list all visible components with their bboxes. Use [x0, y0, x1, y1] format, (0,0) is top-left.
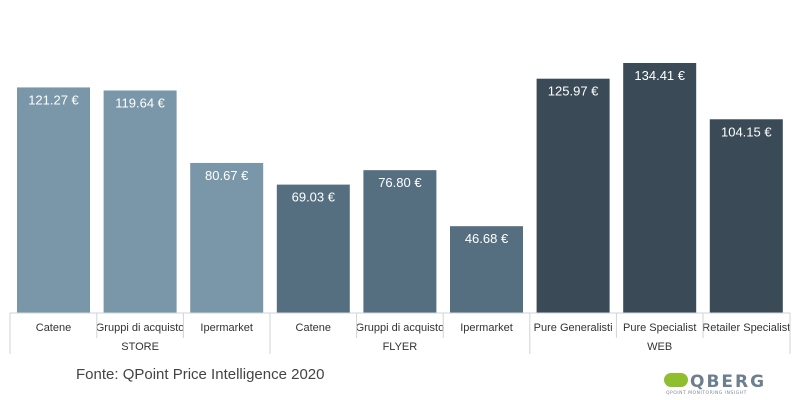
data-label: 125.97 €: [548, 84, 599, 99]
category-label: Catene: [36, 322, 71, 334]
logo-tagline: QPOINT MONITORING INSIGHT: [666, 391, 747, 396]
data-label: 119.64 €: [115, 95, 165, 110]
category-label: Catene: [296, 322, 331, 334]
data-label: 134.41 €: [634, 68, 685, 83]
category-label: Pure Specialist: [623, 322, 696, 334]
logo-q-icon: [664, 373, 688, 387]
data-label: 46.68 €: [465, 231, 509, 246]
bar-store-3: [190, 162, 264, 313]
data-label: 69.03 €: [292, 190, 336, 205]
bar-chart: 121.27 € Catene 119.64 € Gruppi di acquisto…: [9, 62, 791, 354]
bar-store-2: [103, 90, 177, 313]
category-label: Ipermarket: [460, 322, 513, 334]
data-label: 76.80 €: [378, 175, 422, 190]
logo-text: QBERG: [690, 372, 767, 392]
bar-web-1: [536, 78, 610, 313]
qberg-logo: QBERG QPOINT MONITORING INSIGHT: [664, 372, 774, 398]
source-note: Fonte: QPoint Price Intelligence 2020: [76, 366, 325, 383]
category-label: Retailer Specialist: [702, 322, 790, 334]
category-label: Ipermarket: [200, 322, 253, 334]
logo-wordmark: QBERG: [664, 372, 766, 392]
group-label-web: WEB: [647, 341, 672, 353]
bar-web-2: [623, 62, 697, 313]
category-label: Pure Generalisti: [534, 322, 613, 334]
bar-web-3: [709, 119, 783, 313]
data-label: 121.27 €: [28, 92, 79, 107]
bar-flyer-2: [363, 170, 437, 313]
category-label: Gruppi di acquisto: [96, 322, 185, 334]
group-label-store: STORE: [121, 341, 159, 353]
data-label: 80.67 €: [205, 168, 249, 183]
category-label: Gruppi di acquisto: [356, 322, 445, 334]
data-label: 104.15 €: [721, 124, 772, 139]
bar-store-1: [17, 87, 90, 313]
bar-flyer-3: [450, 226, 523, 313]
bar-flyer-1: [276, 184, 350, 313]
group-label-flyer: FLYER: [383, 341, 418, 353]
